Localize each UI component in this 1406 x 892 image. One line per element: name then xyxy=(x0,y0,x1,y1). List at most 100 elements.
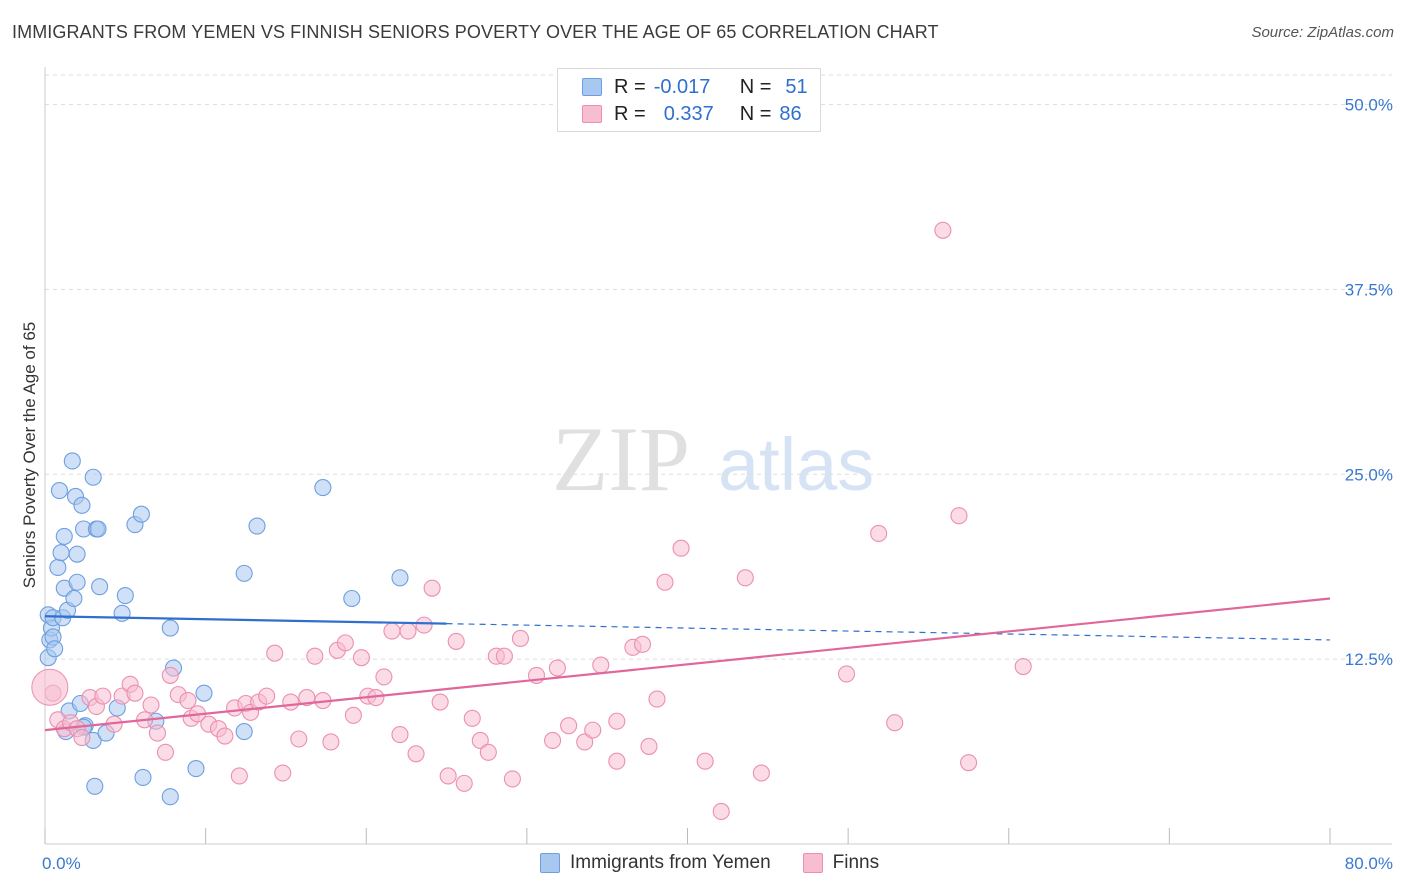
y-tick-label: 25.0% xyxy=(1345,465,1393,484)
series-label: Immigrants from Yemen xyxy=(570,852,771,873)
point-finns xyxy=(266,644,284,662)
point-finns xyxy=(1014,657,1032,676)
y-tick-label: 12.5% xyxy=(1345,650,1393,669)
point-yemen xyxy=(49,558,67,577)
point-yemen xyxy=(235,723,253,741)
point-yemen xyxy=(65,589,83,608)
series-legend-finns[interactable]: Finns xyxy=(802,852,880,874)
point-finns xyxy=(230,767,248,785)
x-tick-label-min: 0.0% xyxy=(42,854,81,873)
point-yemen xyxy=(116,587,134,605)
point-finns xyxy=(258,687,276,705)
point-finns xyxy=(576,733,594,751)
point-yemen xyxy=(46,640,64,658)
point-yemen xyxy=(248,517,266,535)
point-finns xyxy=(161,666,179,684)
point-yemen xyxy=(63,452,81,470)
point-finns xyxy=(439,767,457,785)
point-yemen xyxy=(89,520,107,538)
legend-swatch-blue xyxy=(582,78,602,96)
point-finns xyxy=(950,507,968,525)
point-finns xyxy=(73,728,91,747)
series-label: Finns xyxy=(832,852,880,873)
point-finns xyxy=(479,743,497,761)
point-yemen xyxy=(391,569,409,587)
point-finns xyxy=(633,635,652,653)
point-finns xyxy=(126,684,144,702)
point-finns xyxy=(712,802,730,821)
legend-r-value: -0.017 xyxy=(653,75,711,98)
point-finns xyxy=(560,717,578,735)
legend-n-value: 86 xyxy=(779,102,802,125)
y-axis-label: Seniors Poverty Over the Age of 65 xyxy=(20,322,39,588)
point-finns xyxy=(298,689,316,707)
point-finns xyxy=(156,743,175,761)
point-finns xyxy=(415,616,433,634)
point-yemen xyxy=(343,589,361,608)
point-finns xyxy=(455,774,473,792)
point-finns xyxy=(648,690,666,708)
point-yemen xyxy=(55,527,73,545)
point-yemen xyxy=(161,619,179,637)
watermark-zip: ZIP xyxy=(552,408,690,510)
point-finns xyxy=(870,524,888,542)
point-finns xyxy=(672,539,690,557)
point-finns xyxy=(447,632,465,650)
point-finns xyxy=(306,647,324,665)
point-finns xyxy=(216,727,234,745)
point-finns-large xyxy=(31,668,69,706)
point-finns xyxy=(148,724,166,742)
point-finns xyxy=(391,726,409,744)
point-finns xyxy=(548,659,566,677)
y-tick-label: 50.0% xyxy=(1345,96,1393,115)
legend-row-yemen: R = -0.017 N = 51 xyxy=(582,74,808,100)
point-finns xyxy=(608,712,626,730)
point-finns xyxy=(511,629,530,647)
point-yemen xyxy=(86,777,104,795)
point-finns xyxy=(290,730,308,748)
point-yemen xyxy=(314,479,332,497)
point-finns xyxy=(463,709,481,727)
point-finns xyxy=(503,770,521,788)
series-legend-yemen[interactable]: Immigrants from Yemen xyxy=(540,852,771,874)
point-finns xyxy=(544,731,562,750)
point-finns xyxy=(399,622,417,640)
point-finns xyxy=(407,745,425,763)
legend-r-label: R = xyxy=(614,102,646,125)
point-yemen xyxy=(235,564,253,582)
legend-row-finns: R = 0.337 N = 86 xyxy=(582,101,802,127)
point-finns xyxy=(886,714,904,732)
point-yemen xyxy=(113,604,131,622)
point-finns xyxy=(336,634,354,652)
trend-line-finns xyxy=(44,597,1331,732)
point-finns xyxy=(375,668,393,686)
point-yemen xyxy=(187,760,205,778)
point-yemen xyxy=(132,505,150,523)
legend-n-label: N = xyxy=(739,75,772,98)
point-finns xyxy=(282,693,300,711)
trend-line-yemen-dashed xyxy=(446,623,1331,641)
point-finns xyxy=(274,764,292,782)
point-finns xyxy=(179,692,197,710)
point-finns xyxy=(934,221,952,239)
point-yemen xyxy=(68,573,86,591)
source-label: Source: ZipAtlas.com xyxy=(1251,24,1394,41)
point-finns xyxy=(696,752,714,770)
point-finns xyxy=(960,754,978,772)
x-tick-label-max: 80.0% xyxy=(1345,854,1393,873)
point-finns xyxy=(352,649,370,667)
legend-swatch-pink xyxy=(582,105,602,123)
point-finns xyxy=(142,696,160,714)
point-finns xyxy=(344,706,362,724)
point-finns xyxy=(94,687,112,705)
legend-n-value: 51 xyxy=(785,75,808,98)
point-finns xyxy=(431,693,449,711)
legend-r-label: R = xyxy=(614,75,646,98)
legend-n-label: N = xyxy=(739,102,772,125)
point-finns xyxy=(640,737,658,755)
point-finns xyxy=(592,656,610,674)
point-finns xyxy=(837,665,856,683)
point-yemen xyxy=(161,788,179,806)
point-finns xyxy=(752,764,770,782)
